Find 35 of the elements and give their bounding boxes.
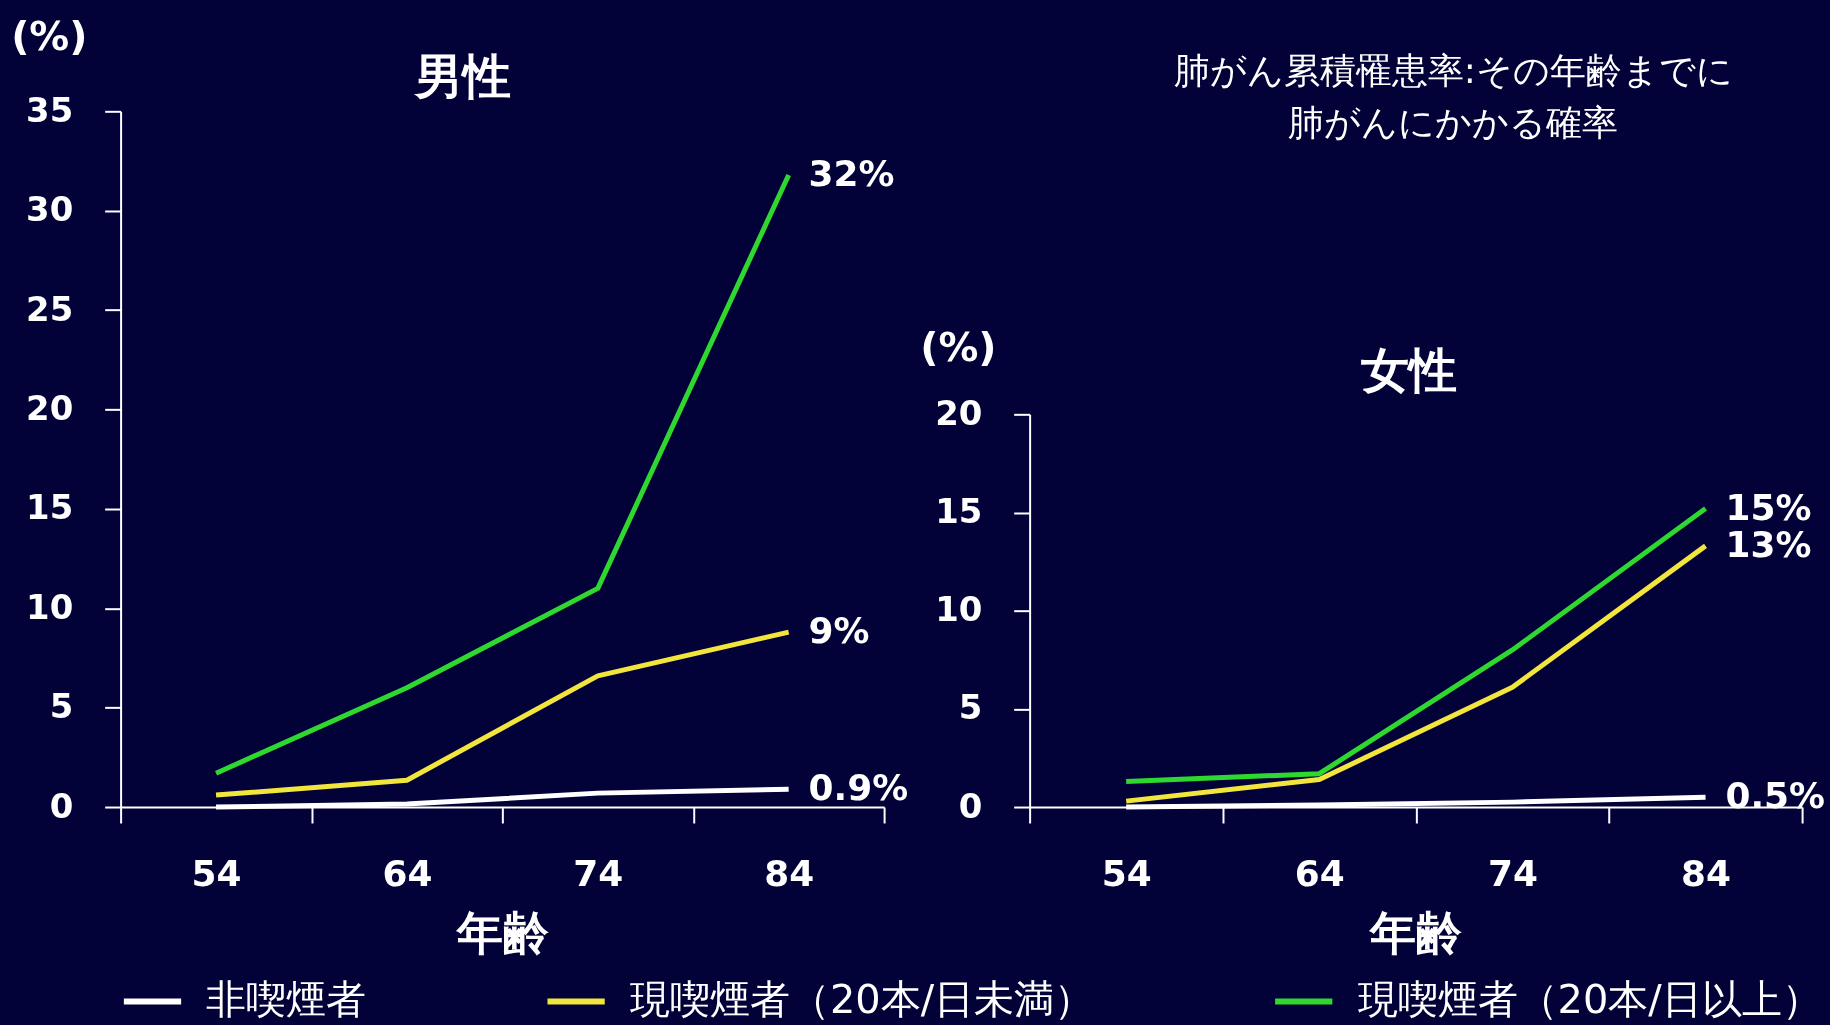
data-label: 32% bbox=[808, 152, 895, 194]
x-tick-label: 64 bbox=[382, 853, 433, 895]
y-tick-label: 15 bbox=[935, 491, 983, 531]
x-tick-label: 54 bbox=[191, 853, 242, 895]
legend-label: 現喫煙者（20本/日未満） bbox=[629, 976, 1095, 1023]
x-axis-title: 年齢 bbox=[454, 906, 549, 961]
data-label: 0.5% bbox=[1725, 775, 1825, 817]
y-axis-title: (%) bbox=[11, 13, 88, 60]
legend-label: 現喫煙者（20本/日以上） bbox=[1357, 976, 1822, 1023]
y-tick-label: 5 bbox=[49, 687, 74, 727]
y-tick-label: 35 bbox=[26, 90, 74, 130]
chart-title: 女性 bbox=[1360, 343, 1457, 399]
y-tick-label: 20 bbox=[26, 388, 74, 428]
x-tick-label: 84 bbox=[764, 853, 815, 895]
y-tick-label: 0 bbox=[49, 786, 74, 826]
y-tick-label: 0 bbox=[958, 786, 983, 826]
y-tick-label: 5 bbox=[958, 688, 983, 728]
text: 肺がん累積罹患率:その年齢までに肺がんにかかる確率 bbox=[1173, 50, 1733, 144]
x-tick-label: 74 bbox=[1487, 853, 1538, 895]
y-axis-title: (%) bbox=[920, 324, 997, 370]
y-tick-label: 10 bbox=[935, 590, 983, 630]
y-tick-label: 10 bbox=[26, 587, 74, 627]
y-tick-label: 15 bbox=[26, 488, 74, 528]
x-tick-label: 74 bbox=[573, 853, 624, 895]
data-label: 0.9% bbox=[808, 767, 909, 809]
chart-title: 男性 bbox=[413, 49, 512, 105]
x-tick-label: 54 bbox=[1101, 853, 1152, 895]
y-tick-label: 25 bbox=[26, 289, 74, 329]
x-tick-label: 64 bbox=[1294, 853, 1345, 895]
x-axis-title: 年齢 bbox=[1368, 906, 1463, 961]
x-tick-label: 84 bbox=[1681, 853, 1731, 895]
y-tick-label: 30 bbox=[26, 190, 74, 230]
legend-label: 非喫煙者 bbox=[206, 976, 367, 1023]
y-tick-label: 20 bbox=[935, 393, 983, 433]
data-label: 9% bbox=[808, 610, 870, 652]
